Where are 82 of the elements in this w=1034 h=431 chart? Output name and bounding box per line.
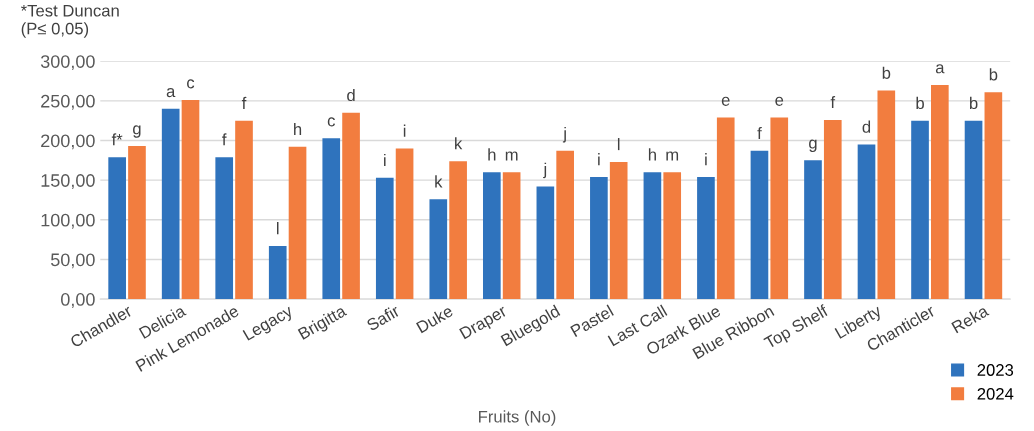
data-label: b (916, 96, 924, 110)
data-label: k (435, 175, 443, 188)
y-tick-label: 200,00 (41, 134, 95, 150)
data-label: b (882, 66, 891, 79)
data-label: m (666, 151, 679, 161)
x-tick-label: Reka (950, 303, 990, 334)
bar (181, 100, 200, 300)
bar (215, 157, 234, 300)
bar (877, 90, 896, 300)
y-tick-label: 300,00 (40, 55, 95, 71)
data-label: h (294, 122, 302, 136)
data-label: d (347, 88, 355, 102)
bar (375, 177, 394, 300)
bar (322, 138, 341, 300)
bar (288, 146, 307, 300)
data-label: k (455, 137, 463, 150)
data-label: f (830, 96, 836, 109)
bar (643, 172, 662, 300)
data-label: j (543, 162, 547, 179)
bar (536, 186, 555, 300)
legend-label: 2024 (977, 387, 1014, 400)
bar (697, 176, 715, 300)
bar (161, 108, 180, 300)
data-label: e (775, 96, 784, 106)
data-label: i (403, 124, 406, 137)
bar (449, 161, 467, 300)
data-label: c (187, 79, 195, 89)
data-label: j (562, 126, 566, 143)
bar (429, 199, 448, 300)
data-label: b (989, 68, 998, 81)
data-label: g (133, 125, 141, 138)
data-label: h (648, 148, 656, 161)
bar (108, 157, 126, 300)
data-label: m (505, 151, 518, 161)
bar (823, 119, 842, 300)
data-label: a (166, 88, 176, 98)
bar (931, 84, 949, 300)
bar (556, 150, 574, 300)
data-label: i (384, 153, 386, 166)
legend-label: 2023 (977, 364, 1014, 376)
x-tick-label: Safir (365, 304, 401, 332)
bar (502, 172, 521, 300)
data-label: f (241, 96, 247, 109)
data-label: l (617, 138, 620, 151)
bar (984, 92, 1003, 300)
bar (128, 146, 146, 300)
bar (609, 161, 628, 300)
bar (770, 117, 789, 300)
x-tick-label: Duke (415, 304, 454, 334)
data-label: b (969, 96, 978, 110)
data-label: f* (111, 133, 123, 146)
x-axis-title: Fruits (No) (479, 410, 556, 426)
data-label: i (598, 153, 600, 166)
data-label: f (757, 126, 762, 140)
data-label: i (705, 153, 707, 166)
data-label: d (862, 120, 871, 133)
bar (857, 144, 876, 300)
y-tick-label: 250,00 (41, 94, 95, 110)
data-label: c (327, 117, 335, 127)
bar (235, 120, 253, 300)
bar (750, 150, 769, 300)
data-label: a (935, 64, 945, 74)
bar (663, 172, 682, 300)
bar (911, 120, 929, 300)
data-label: g (809, 139, 817, 152)
bar (395, 148, 414, 300)
y-tick-label: 0,00 (61, 293, 95, 308)
y-tick-label: 50,00 (50, 253, 95, 269)
data-label: l (277, 222, 279, 235)
bar (483, 172, 501, 300)
data-label: f (222, 133, 227, 146)
data-label: h (488, 148, 496, 161)
y-tick-label: 100,00 (41, 213, 95, 229)
bar (590, 176, 608, 300)
bar (342, 112, 360, 300)
text: *Test Duncan (P≤ 0,05) (20, 4, 119, 38)
bar (268, 245, 287, 300)
y-tick-label: 150,00 (41, 174, 95, 190)
bar (804, 160, 822, 300)
data-label: e (721, 96, 730, 106)
bar (716, 117, 735, 300)
bar (964, 120, 983, 300)
